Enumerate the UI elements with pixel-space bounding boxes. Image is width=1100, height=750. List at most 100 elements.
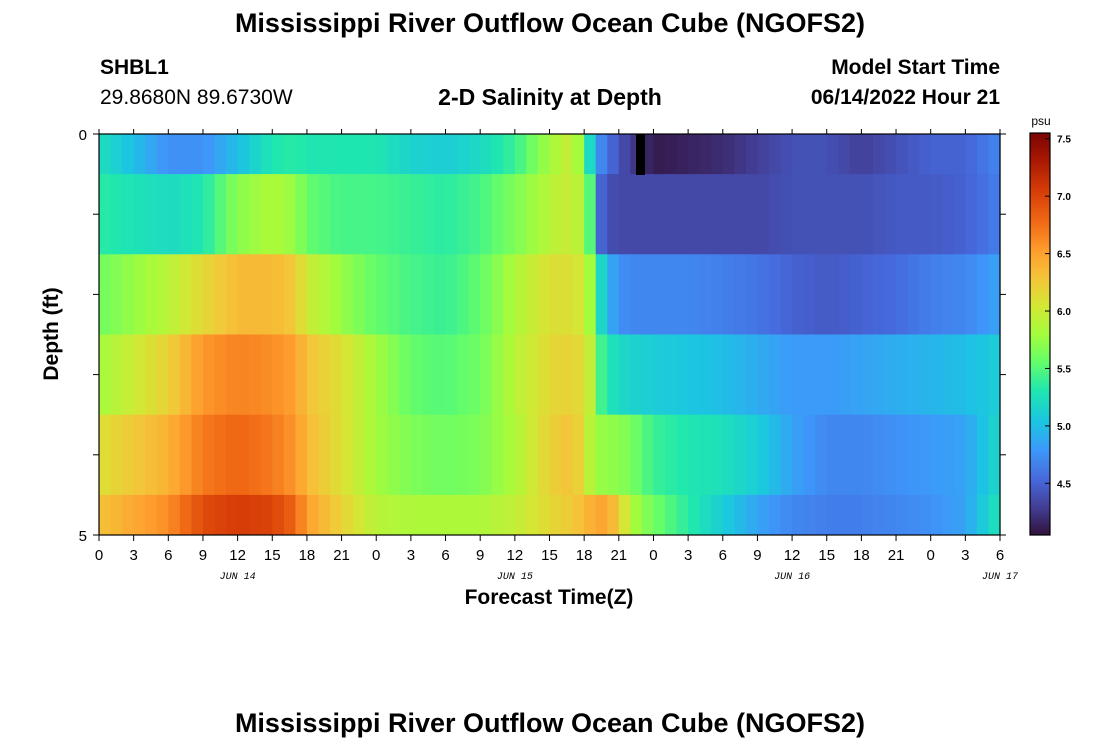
heatmap-cell <box>919 174 932 255</box>
x-tick-label: 15 <box>541 547 558 564</box>
heatmap-cell <box>641 174 655 255</box>
missing-data-marker <box>636 134 645 175</box>
heatmap-cell <box>387 414 400 496</box>
x-tick-label: 3 <box>684 547 692 564</box>
heatmap-cell <box>468 134 481 175</box>
heatmap-cell <box>884 334 897 416</box>
heatmap-cell <box>110 494 123 536</box>
heatmap-cell <box>353 494 366 536</box>
heatmap-cell <box>341 174 354 255</box>
heatmap-cell <box>745 134 759 175</box>
heatmap-cell <box>399 254 412 335</box>
heatmap-cell <box>965 254 978 335</box>
heatmap-cell <box>341 134 354 175</box>
x-tick-label: 3 <box>129 547 137 564</box>
heatmap-cell <box>295 254 308 335</box>
heatmap-cell <box>896 254 909 335</box>
heatmap-cell <box>884 174 897 255</box>
heatmap-cell <box>792 414 805 496</box>
date-label: JUN 17 <box>982 572 1018 583</box>
heatmap-cell <box>283 254 296 335</box>
heatmap-cell <box>480 134 493 175</box>
colorbar-tick-label: 5.0 <box>1057 422 1071 433</box>
heatmap-cell <box>156 494 169 536</box>
heatmap-cell <box>237 174 250 255</box>
heatmap-cell <box>376 334 389 416</box>
heatmap-cell <box>249 254 262 335</box>
x-tick-label: 9 <box>476 547 484 564</box>
heatmap-cell <box>618 494 631 536</box>
heatmap-cell <box>156 254 169 335</box>
x-tick-label: 12 <box>507 547 524 564</box>
heatmap-cell <box>976 414 990 496</box>
heatmap-cell <box>907 174 920 255</box>
heatmap-cell <box>202 334 216 416</box>
heatmap-cell <box>872 174 886 255</box>
heatmap-cell <box>676 414 689 496</box>
heatmap-cell <box>734 174 747 255</box>
heatmap-cell <box>491 334 504 416</box>
heatmap-cell <box>249 334 262 416</box>
heatmap-cell <box>815 254 828 335</box>
heatmap-cell <box>561 134 574 175</box>
heatmap-cell <box>110 414 123 496</box>
heatmap-cell <box>711 414 724 496</box>
heatmap-cell <box>503 334 516 416</box>
heatmap-cell <box>179 134 193 175</box>
heatmap-cell <box>745 494 759 536</box>
heatmap-cell <box>214 134 227 175</box>
x-tick-label: 21 <box>333 547 350 564</box>
heatmap-cell <box>688 334 701 416</box>
x-tick-label: 12 <box>229 547 246 564</box>
heatmap-cell <box>838 494 851 536</box>
heatmap-cell <box>826 134 839 175</box>
heatmap-cell <box>202 254 216 335</box>
heatmap-cell <box>480 254 493 335</box>
heatmap-cell <box>179 414 193 496</box>
heatmap-cell <box>826 334 839 416</box>
heatmap-cell <box>688 174 701 255</box>
heatmap-cell <box>179 494 193 536</box>
heatmap-cell <box>457 414 470 496</box>
heatmap-cell <box>237 414 250 496</box>
heatmap-cell <box>896 174 909 255</box>
heatmap-cell <box>665 494 678 536</box>
heatmap-cell <box>711 254 724 335</box>
heatmap-cell <box>503 494 516 536</box>
heatmap-cell <box>745 254 759 335</box>
heatmap-cell <box>214 494 227 536</box>
heatmap-cell <box>953 414 966 496</box>
heatmap-cell <box>907 134 920 175</box>
heatmap-cell <box>792 134 805 175</box>
heatmap-cell <box>930 134 943 175</box>
heatmap-cell <box>179 334 193 416</box>
heatmap-cell <box>133 334 146 416</box>
heatmap-cell <box>572 334 585 416</box>
heatmap-cell <box>722 494 735 536</box>
heatmap-cell <box>457 494 470 536</box>
heatmap-cell <box>607 254 620 335</box>
heatmap-cell <box>306 174 320 255</box>
heatmap-cell <box>260 254 273 335</box>
heatmap-cell <box>561 414 574 496</box>
heatmap-cell <box>468 494 481 536</box>
heatmap-cell <box>191 414 204 496</box>
heatmap-cell <box>295 134 308 175</box>
heatmap-cell <box>283 494 296 536</box>
heatmap-cell <box>849 414 862 496</box>
heatmap-cell <box>410 334 424 416</box>
heatmap-cell <box>919 494 932 536</box>
heatmap-cell <box>607 494 620 536</box>
heatmap-cell <box>584 254 597 335</box>
heatmap-cell <box>318 334 331 416</box>
heatmap-cell <box>803 414 816 496</box>
heatmap-cell <box>318 414 331 496</box>
heatmap-cell <box>653 334 666 416</box>
heatmap-cell <box>399 134 412 175</box>
heatmap-cell <box>561 494 574 536</box>
x-tick-label: 3 <box>961 547 969 564</box>
heatmap-cell <box>491 174 504 255</box>
heatmap-cell <box>364 134 377 175</box>
colorbar-tick-label: 7.5 <box>1057 135 1071 146</box>
heatmap-cell <box>607 134 620 175</box>
